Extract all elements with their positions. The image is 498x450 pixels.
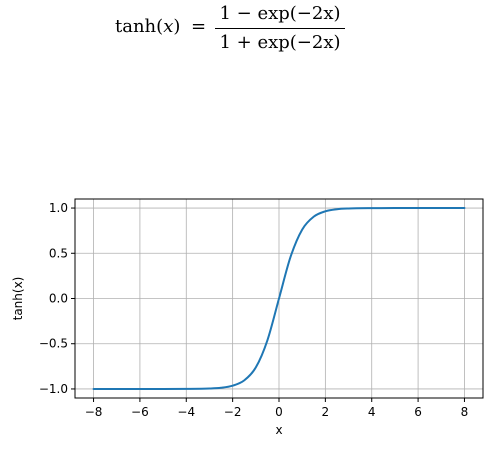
formula-fraction: 1 − exp(−2x) 1 + exp(−2x)	[215, 3, 345, 54]
x-tick-label: 6	[414, 405, 422, 419]
y-axis-title: tanh(x)	[11, 277, 25, 321]
tanh-chart: −8 −6 −4 −2 0 2 4 6 8 −1.0 −0.5 0.0 0.5 1.0 x tanh(x)	[0, 180, 498, 450]
formula-equals: =	[191, 16, 207, 37]
chart-svg: −8 −6 −4 −2 0 2 4 6 8 −1.0 −0.5 0.0 0.5 1.0 x tanh(x)	[11, 198, 484, 437]
series-layer	[92, 207, 466, 390]
fraction-bar	[215, 28, 345, 29]
x-tick-label: −2	[224, 405, 242, 419]
grid-lines	[75, 199, 483, 398]
x-tick-label: 0	[275, 405, 283, 419]
x-tick-label: −6	[131, 405, 149, 419]
y-tick-label: 1.0	[49, 201, 68, 215]
x-tick-label: 2	[322, 405, 330, 419]
x-tick-label: 4	[368, 405, 376, 419]
x-tick-label: 8	[461, 405, 469, 419]
x-tick-label: −8	[85, 405, 103, 419]
tanh-series-line	[92, 207, 466, 390]
y-tick-label: 0.5	[49, 246, 68, 260]
y-tick-label: −0.5	[39, 337, 68, 351]
y-tick-label: −1.0	[39, 382, 68, 396]
ticks: −8 −6 −4 −2 0 2 4 6 8 −1.0 −0.5 0.0 0.5 1.0	[39, 201, 468, 419]
x-axis-title: x	[275, 423, 282, 437]
x-tick-label: −4	[177, 405, 195, 419]
y-tick-label: 0.0	[49, 292, 68, 306]
formula-numerator: 1 − exp(−2x)	[219, 3, 341, 24]
formula-variable-x: x	[163, 16, 174, 37]
formula-lhs: tanh(x)	[115, 16, 181, 37]
formula-denominator: 1 + exp(−2x)	[219, 32, 341, 53]
tanh-formula: tanh(x) = 1 − exp(−2x) 1 + exp(−2x)	[0, 0, 498, 70]
